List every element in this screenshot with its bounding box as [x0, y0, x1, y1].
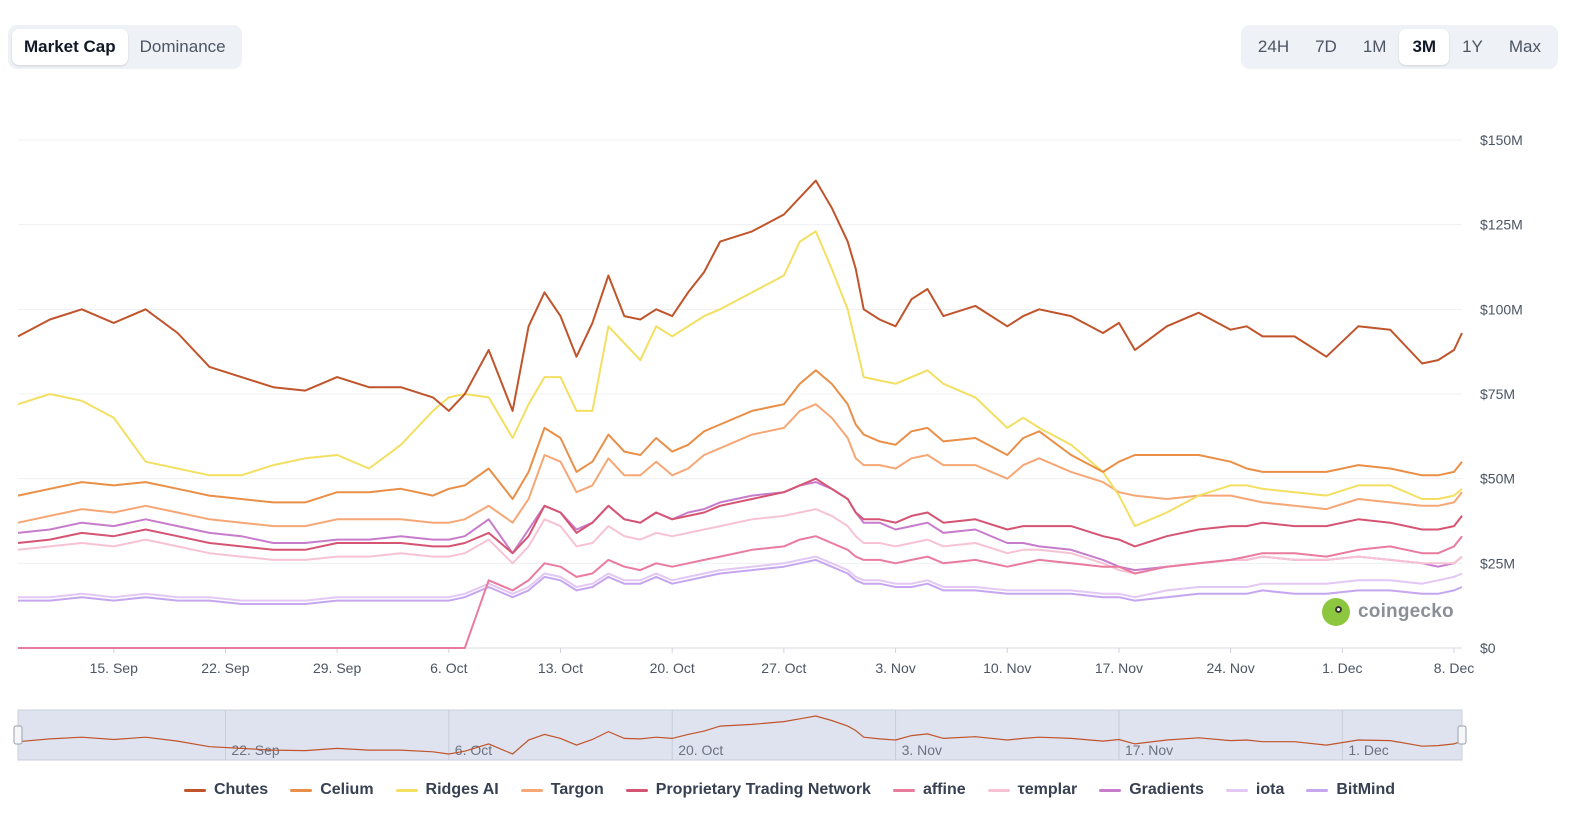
navigator-right-handle[interactable]	[1457, 725, 1467, 745]
series-line-emplar	[17, 508, 1463, 575]
legend-swatch	[520, 788, 543, 792]
legend-item-emplar[interactable]: τemplar	[987, 778, 1078, 802]
y-tick-label: $100M	[1480, 301, 1523, 317]
tab-dominance[interactable]: Dominance	[139, 37, 226, 56]
navigator-label: 17. Nov	[1125, 742, 1173, 758]
legend-item-chutes[interactable]: Chutes	[183, 778, 269, 802]
legend-label: BitMind	[1336, 781, 1396, 798]
x-tick-label: 6. Oct	[430, 660, 467, 676]
series-celium	[17, 369, 1463, 504]
series-proprietary-trading-network	[17, 477, 1463, 555]
series-line-iota	[18, 555, 1463, 602]
legend-label: Chutes	[213, 781, 269, 798]
legend-item-bitmind[interactable]: BitMind	[1306, 778, 1395, 802]
legend-item-iota[interactable]: iota	[1225, 778, 1285, 802]
legend-label: Celium	[320, 781, 374, 798]
series-line-ridges-ai	[17, 230, 1463, 528]
coingecko-logo-icon	[1322, 598, 1350, 626]
legend-item-ridges-ai[interactable]: Ridges AI	[395, 778, 499, 802]
legend-label: iota	[1255, 781, 1285, 798]
series-affine	[18, 535, 1463, 649]
coingecko-watermark: coingecko	[1322, 598, 1454, 626]
range-1m-button[interactable]: 1M	[1362, 37, 1387, 56]
navigator-left-handle[interactable]	[13, 725, 23, 745]
watermark-text: coingecko	[1358, 601, 1454, 622]
x-tick-label: 15. Sep	[90, 660, 138, 676]
x-tick-label: 10. Nov	[983, 660, 1031, 676]
legend-swatch	[1099, 788, 1122, 792]
y-tick-label: $25M	[1480, 555, 1515, 571]
legend-item-celium[interactable]: Celium	[290, 778, 374, 802]
series-chutes	[17, 179, 1463, 412]
series-line-bitmind	[18, 558, 1463, 605]
series-ridges-ai	[17, 230, 1463, 528]
series-iota	[18, 555, 1463, 602]
y-tick-label: $125M	[1480, 217, 1523, 233]
chart-legend: Chutes Celium Ridges AI Targon Proprietary T…	[0, 778, 1579, 802]
navigator-label: 20. Oct	[678, 742, 723, 758]
legend-swatch	[183, 788, 206, 792]
x-tick-label: 20. Oct	[650, 660, 695, 676]
range-max-button[interactable]: Max	[1508, 37, 1541, 56]
tab-market-cap[interactable]: Market Cap	[12, 29, 128, 65]
x-tick-label: 13. Oct	[538, 660, 583, 676]
range-3m-button[interactable]: 3M	[1399, 29, 1450, 65]
y-tick-label: $75M	[1480, 386, 1515, 402]
navigator-label: 3. Nov	[902, 742, 942, 758]
x-tick-label: 24. Nov	[1207, 660, 1255, 676]
series-line-affine	[18, 535, 1463, 649]
legend-label: Gradients	[1129, 781, 1204, 798]
time-range-tabs: 24H 7D 1M 3M 1Y Max	[1240, 25, 1558, 69]
y-tick-label: $0	[1480, 640, 1496, 656]
chart-mode-tabs: Market Cap Dominance	[8, 25, 242, 69]
legend-swatch	[1225, 788, 1248, 792]
legend-item-gradients[interactable]: Gradients	[1099, 778, 1204, 802]
series-line-targon	[17, 403, 1463, 528]
range-1y-button[interactable]: 1Y	[1462, 37, 1483, 56]
series-targon	[17, 403, 1463, 528]
legend-label: Proprietary Trading Network	[655, 781, 871, 798]
x-tick-label: 27. Oct	[761, 660, 806, 676]
legend-swatch	[625, 788, 648, 792]
legend-label: τemplar	[1017, 781, 1078, 798]
y-tick-label: $50M	[1480, 471, 1515, 487]
x-tick-label: 8. Dec	[1434, 660, 1474, 676]
legend-item-targon[interactable]: Targon	[520, 778, 604, 802]
x-tick-label: 17. Nov	[1095, 660, 1143, 676]
legend-item-proprietary-trading-network[interactable]: Proprietary Trading Network	[625, 778, 871, 802]
legend-swatch	[987, 788, 1010, 792]
legend-swatch	[892, 788, 915, 792]
navigator-label: 22. Sep	[231, 742, 279, 758]
series-line-celium	[17, 369, 1463, 504]
range-24h-button[interactable]: 24H	[1257, 37, 1290, 56]
legend-swatch	[1306, 788, 1329, 792]
series-bitmind	[18, 558, 1463, 605]
range-7d-button[interactable]: 7D	[1315, 37, 1337, 56]
navigator-line	[17, 715, 1463, 755]
x-tick-label: 1. Dec	[1322, 660, 1362, 676]
legend-swatch	[395, 788, 418, 792]
series-line-proprietary-trading-network	[17, 477, 1463, 555]
y-tick-label: $150M	[1480, 132, 1523, 148]
x-tick-label: 3. Nov	[875, 660, 915, 676]
series-emplar	[17, 508, 1463, 575]
navigator-label: 1. Dec	[1348, 742, 1388, 758]
legend-label: affine	[922, 781, 966, 798]
legend-swatch	[290, 788, 313, 792]
legend-item-affine[interactable]: affine	[892, 778, 966, 802]
legend-label: Ridges AI	[425, 781, 499, 798]
x-tick-label: 29. Sep	[313, 660, 361, 676]
series-line-chutes	[17, 179, 1463, 412]
legend-label: Targon	[550, 781, 604, 798]
x-tick-label: 22. Sep	[201, 660, 249, 676]
